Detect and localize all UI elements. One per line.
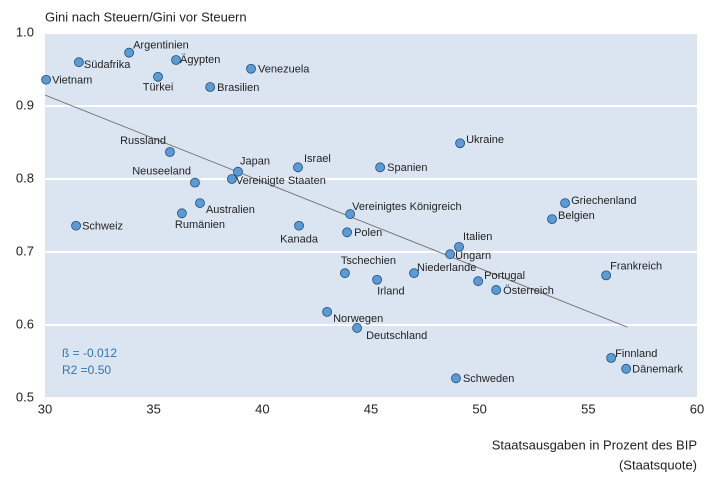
point-label: Venezuela (258, 64, 310, 76)
point (372, 274, 382, 285)
point (246, 63, 256, 74)
point-label: Ägypten (180, 54, 220, 66)
point-label: Norwegen (333, 313, 383, 325)
y-tick-label: 0.9 (16, 97, 34, 112)
y-tick-label: 0.7 (16, 243, 34, 258)
point (547, 214, 557, 225)
x-tick-label: 45 (364, 401, 378, 416)
point (409, 268, 419, 279)
point (195, 198, 205, 208)
x-tick-label: 30 (38, 401, 52, 416)
point (153, 71, 163, 82)
point-label: Polen (354, 227, 382, 239)
point-label: Niederlande (417, 262, 476, 274)
x-tick-label: 55 (581, 401, 595, 416)
point-label: Österreich (503, 285, 554, 297)
point (454, 241, 464, 252)
point-label: Tschechien (341, 255, 396, 267)
point (340, 268, 350, 279)
point (165, 147, 175, 157)
y-tick-label: 0.5 (16, 389, 34, 404)
point (124, 47, 135, 58)
point (606, 352, 617, 363)
point (171, 55, 181, 65)
chart-title: Gini nach Steuern/Gini vor Steuern (45, 9, 247, 24)
point (74, 57, 84, 68)
point (352, 323, 362, 333)
point-label: Schweiz (82, 221, 123, 233)
annotation: ß = -0.012 (62, 346, 117, 360)
point-label: Italien (463, 231, 492, 243)
x-tick-label: 35 (146, 401, 160, 416)
point-label: Rumänien (175, 219, 225, 231)
y-tick-label: 1.0 (16, 24, 34, 39)
point (445, 249, 456, 260)
point-label: Brasilien (217, 82, 259, 94)
point (375, 162, 386, 173)
annotation: R2 =0.50 (62, 363, 111, 377)
point (190, 177, 200, 188)
x-tick-label: 40 (255, 401, 269, 416)
point-label: Neuseeland (132, 166, 191, 178)
point-label: Türkei (143, 82, 174, 94)
point-label: Vereinigtes Königreich (352, 201, 461, 213)
point-label: Irland (377, 286, 405, 298)
point (455, 138, 466, 149)
point (345, 209, 356, 219)
point-label: Griechenland (571, 195, 636, 207)
point-label: Ukraine (466, 134, 504, 146)
point-label: Kanada (280, 234, 319, 246)
point-label: Portugal (484, 270, 525, 282)
point-label: Vietnam (52, 75, 92, 87)
point (71, 220, 81, 231)
point-label: Dänemark (632, 364, 683, 376)
x-tick-label: 60 (690, 401, 704, 416)
point-label: Vereinigte Staaten (236, 175, 326, 187)
point-label: Russland (120, 135, 166, 147)
point (560, 198, 570, 208)
point-label: Südafrika (84, 59, 131, 71)
point (177, 208, 187, 219)
point (621, 363, 632, 374)
point (322, 306, 332, 317)
point-label: Ungarn (455, 250, 491, 262)
point-label: Israel (304, 153, 331, 165)
point-label: Australien (206, 204, 255, 216)
plot-area (45, 33, 697, 398)
point (41, 74, 51, 85)
x-axis-label: Staatsausgaben in Prozent des BIP (492, 437, 697, 452)
point (294, 220, 304, 231)
point-label: Spanien (387, 162, 427, 174)
point-label: Argentinien (133, 40, 189, 52)
point (293, 162, 303, 173)
point (227, 174, 237, 184)
point (233, 166, 243, 177)
point-label: Japan (240, 156, 270, 168)
point-label: Deutschland (366, 330, 427, 342)
point (601, 270, 612, 281)
point (205, 82, 216, 92)
point-label: Belgien (558, 210, 595, 222)
point (491, 285, 502, 295)
x-tick-label: 50 (472, 401, 486, 416)
point (473, 276, 484, 287)
point (342, 227, 352, 238)
x-axis-label: (Staatsquote) (619, 457, 697, 472)
trend-line (44, 94, 628, 328)
point-label: Frankreich (610, 260, 662, 272)
point-label: Schweden (463, 373, 514, 385)
point-label: Finnland (615, 348, 657, 360)
point (451, 373, 461, 384)
y-tick-label: 0.6 (16, 316, 34, 331)
y-tick-label: 0.8 (16, 170, 34, 185)
